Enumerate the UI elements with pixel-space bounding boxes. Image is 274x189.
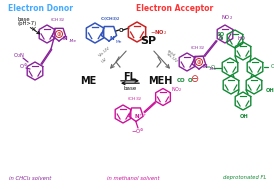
Text: O: O [188, 77, 192, 83]
Text: UV: UV [100, 57, 108, 64]
Text: NO$_2$: NO$_2$ [221, 13, 233, 22]
Text: $-$O$^{\ominus}$: $-$O$^{\ominus}$ [131, 128, 145, 136]
Text: ME: ME [80, 76, 96, 86]
Text: HO: HO [237, 36, 245, 40]
Text: base: base [18, 17, 31, 22]
Text: FL: FL [124, 72, 136, 82]
Text: acid: acid [166, 49, 176, 58]
Text: $\rm O_2N$: $\rm O_2N$ [13, 52, 25, 60]
Text: base: base [123, 85, 137, 91]
Text: CO: CO [177, 77, 185, 83]
Text: $\rm (CH_3)_2$: $\rm (CH_3)_2$ [190, 44, 206, 52]
Text: Me: Me [116, 40, 122, 44]
Text: $\times$: $\times$ [30, 25, 36, 33]
Text: $\oplus$: $\oplus$ [196, 58, 202, 66]
Text: OH: OH [266, 88, 274, 92]
Text: N$^{++}$: N$^{++}$ [134, 113, 148, 122]
Text: -Me: -Me [209, 67, 217, 71]
Text: OH: OH [240, 114, 248, 119]
Text: $\bf{C(CH_3)_2}$: $\bf{C(CH_3)_2}$ [100, 16, 120, 23]
Text: N: N [203, 64, 207, 68]
Text: O: O [119, 28, 123, 33]
Text: deprotonated FL: deprotonated FL [223, 176, 267, 180]
Text: Electron Acceptor: Electron Acceptor [136, 4, 214, 13]
Text: Vis-UV: Vis-UV [98, 46, 112, 58]
Text: Electron Donor: Electron Donor [7, 4, 73, 13]
Text: in methanol solvent: in methanol solvent [107, 176, 159, 180]
Text: (pH>7): (pH>7) [18, 21, 37, 26]
Text: $\ominus$: $\ominus$ [190, 74, 200, 84]
Text: $\rm (CH_3)_2$: $\rm (CH_3)_2$ [50, 16, 66, 24]
Text: MEH: MEH [148, 76, 172, 86]
Text: $\oplus$: $\oplus$ [56, 30, 62, 38]
Text: $\rm (CH_3)_2$: $\rm (CH_3)_2$ [127, 95, 143, 103]
Text: O: O [271, 64, 274, 70]
Text: $=$O: $=$O [204, 63, 216, 71]
Text: -Me: -Me [69, 39, 77, 43]
Text: Vis-UV: Vis-UV [165, 52, 179, 64]
Text: O: O [219, 36, 223, 40]
Text: $-$NO$_2$: $-$NO$_2$ [150, 29, 167, 37]
Text: $\rm O^{\ominus}$: $\rm O^{\ominus}$ [19, 63, 27, 71]
Text: NO$_2$: NO$_2$ [171, 86, 182, 94]
Text: CO: CO [217, 32, 225, 36]
Text: N: N [63, 36, 67, 40]
Text: in CHCl₃ solvent: in CHCl₃ solvent [9, 176, 51, 180]
Text: N: N [110, 36, 114, 42]
Text: SP: SP [140, 36, 156, 46]
